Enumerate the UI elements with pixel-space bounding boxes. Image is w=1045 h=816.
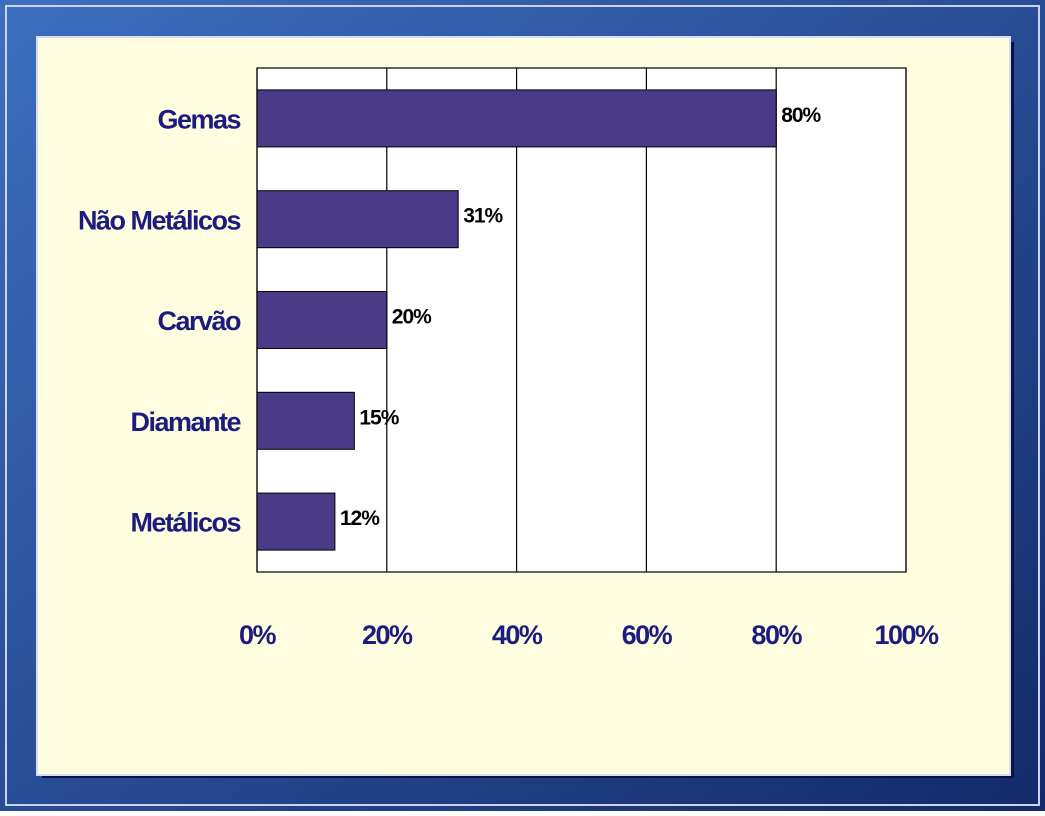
bar [256, 89, 777, 148]
x-tick-label: 40% [492, 620, 543, 650]
x-tick-label: 60% [622, 620, 673, 650]
x-tick-label: 0% [239, 620, 277, 650]
data-label: 15% [359, 406, 399, 429]
bar [256, 391, 355, 450]
y-tick-label: Gemas [157, 105, 240, 135]
data-label: 31% [463, 205, 503, 228]
bar [256, 291, 388, 349]
y-tick-label: Metálicos [130, 508, 240, 538]
x-tick-label: 80% [751, 620, 802, 650]
bar [256, 492, 336, 551]
y-tick-label: Carvão [157, 306, 241, 336]
y-tick-label: Diamante [130, 407, 241, 437]
data-label: 12% [340, 507, 380, 530]
y-tick-label: Não Metálicos [78, 205, 241, 235]
data-label: 80% [781, 104, 821, 127]
x-tick-label: 20% [362, 620, 413, 650]
frame [5, 5, 1040, 806]
x-tick-label: 100% [874, 620, 939, 650]
data-label: 20% [392, 306, 432, 329]
bar [256, 190, 459, 249]
